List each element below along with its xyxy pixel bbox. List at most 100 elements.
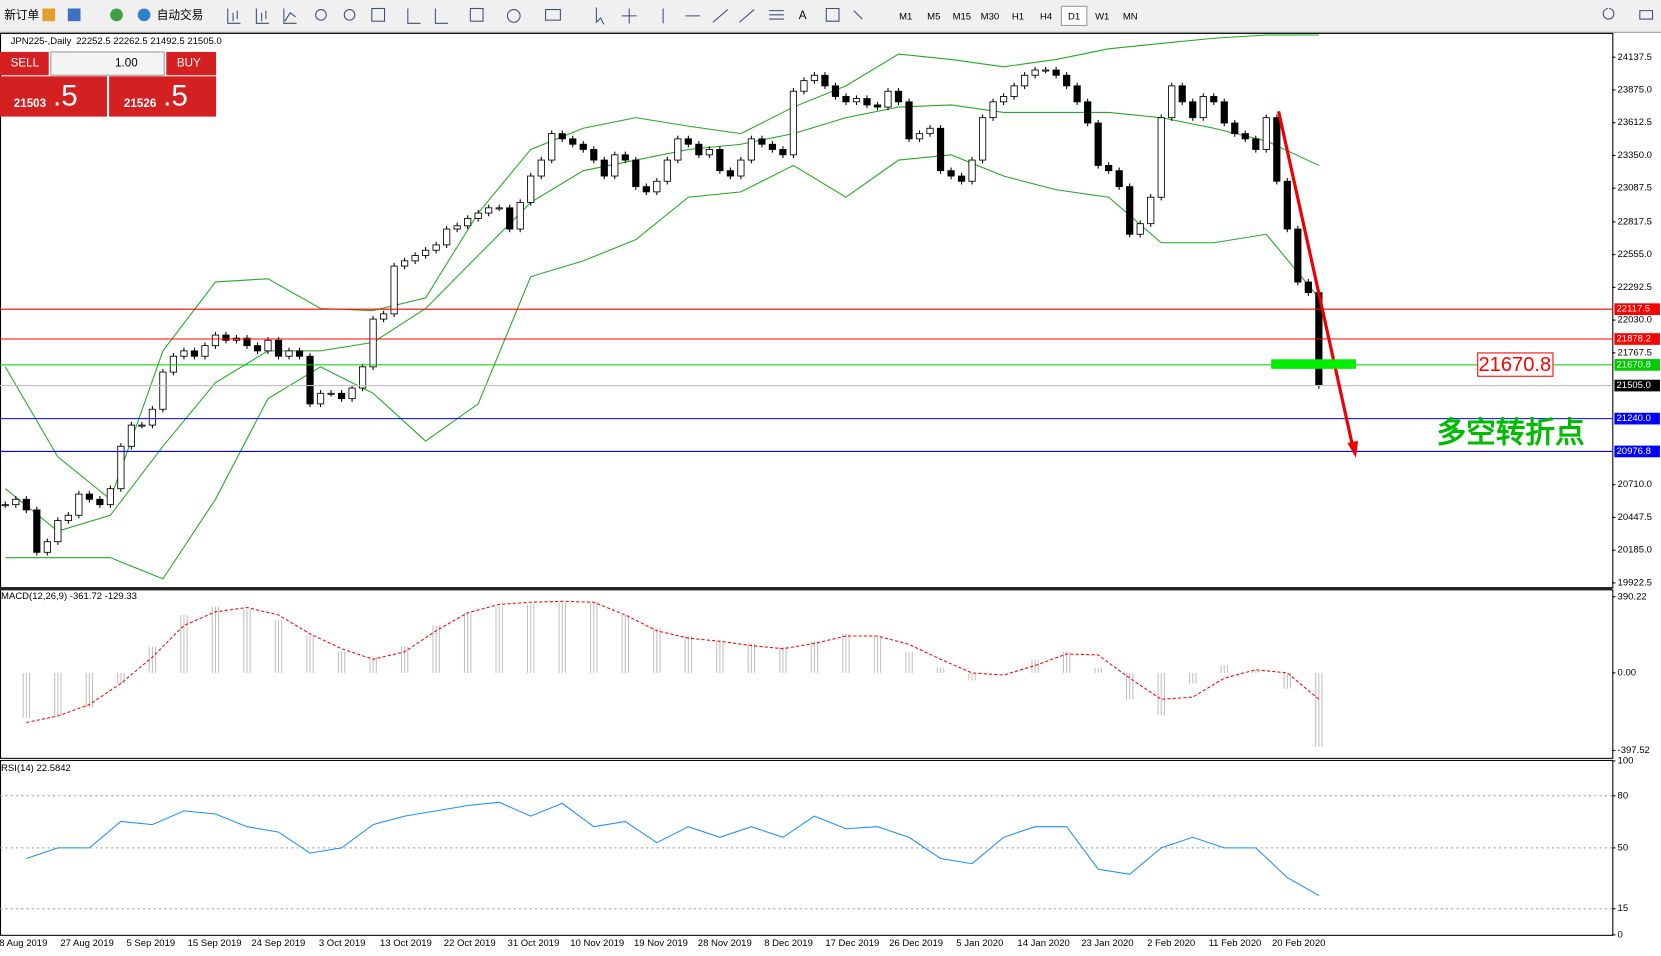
candle: [148, 408, 157, 426]
candle: [106, 488, 114, 506]
price-label-box: [1614, 333, 1660, 345]
macd-title: MACD(12,26,9) -361.72 -129.33: [1, 591, 137, 602]
buy-label[interactable]: BUY: [177, 57, 201, 70]
candle: [127, 424, 135, 447]
candle: [306, 355, 314, 405]
ask-box[interactable]: [109, 76, 217, 117]
icon[interactable]: [67, 8, 81, 22]
candle: [453, 225, 461, 230]
price-label: 21878.2: [1617, 334, 1651, 345]
x-tick-label: 3 Oct 2019: [319, 938, 366, 949]
icon[interactable]: [506, 9, 521, 23]
y-tick-label: 22817.5: [1618, 216, 1652, 227]
candle: [253, 345, 262, 352]
candle: [169, 355, 178, 373]
icon[interactable]: [137, 8, 151, 22]
icon[interactable]: [407, 8, 449, 24]
icon[interactable]: [283, 8, 297, 24]
bid-fraction[interactable]: .5: [53, 79, 78, 112]
y-tick-label: 22030.0: [1618, 315, 1652, 326]
candle: [1031, 69, 1039, 76]
candle: [705, 149, 713, 156]
candle: [285, 350, 293, 357]
icon[interactable]: [825, 7, 863, 22]
candle: [1073, 85, 1081, 103]
text-tool[interactable]: A: [799, 9, 807, 22]
candle: [243, 337, 251, 347]
candle: [12, 498, 20, 506]
price-label-box: [1614, 303, 1660, 315]
ask-price[interactable]: 21526: [124, 97, 157, 110]
x-tick-label: 26 Dec 2019: [889, 938, 943, 949]
icon[interactable]: [371, 7, 386, 22]
auto-trading-button[interactable]: 自动交易: [157, 8, 204, 22]
icon[interactable]: [343, 9, 356, 21]
x-tick-label: 8 Aug 2019: [0, 938, 47, 949]
candle: [642, 186, 650, 193]
new-order-button[interactable]: 新订单: [4, 8, 39, 22]
candle: [337, 392, 346, 400]
timeframe-button[interactable]: M5: [927, 11, 940, 22]
icon[interactable]: [1602, 7, 1654, 20]
icon[interactable]: [545, 9, 561, 21]
candle: [1084, 101, 1092, 124]
bollinger-band: [5, 154, 1320, 580]
y-tick-label: 23087.5: [1618, 183, 1652, 194]
ask-fraction[interactable]: .5: [163, 79, 188, 112]
bid-box[interactable]: [0, 76, 107, 117]
candle: [495, 207, 503, 210]
buy-button[interactable]: [166, 51, 217, 76]
x-tick-label: 13 Oct 2019: [380, 938, 432, 949]
candle: [632, 159, 640, 188]
candle: [1294, 228, 1302, 283]
macd-frame: [0, 589, 1614, 759]
x-tick-label: 14 Jan 2020: [1017, 938, 1069, 949]
candle: [611, 154, 619, 177]
bid-price[interactable]: 21503: [14, 97, 47, 110]
toolbar-icons[interactable]: [227, 7, 1654, 25]
timeframe-button[interactable]: H1: [1012, 11, 1024, 22]
candle: [138, 424, 146, 427]
candle: [180, 350, 188, 357]
bollinger-band: [4, 34, 1319, 501]
candle: [1273, 117, 1281, 182]
timeframe-button[interactable]: D1: [1068, 11, 1080, 22]
icon[interactable]: [110, 8, 123, 22]
timeframe-button[interactable]: M1: [899, 11, 912, 22]
candle: [1189, 101, 1197, 119]
y-tick-label: 19922.5: [1618, 577, 1652, 588]
icon[interactable]: [255, 8, 270, 24]
icon[interactable]: [621, 8, 784, 24]
sell-label[interactable]: SELL: [11, 57, 40, 70]
y-tick-label: 20710.0: [1618, 479, 1652, 490]
x-tick-label: 15 Sep 2019: [188, 938, 242, 949]
candle: [894, 90, 903, 103]
timeframe-button[interactable]: M30: [981, 11, 1000, 22]
lots-value[interactable]: 1.00: [115, 57, 138, 70]
rsi-title: RSI(14) 22.5842: [1, 763, 71, 774]
candle: [537, 159, 545, 177]
timeframe-button[interactable]: H4: [1040, 11, 1053, 22]
lots-input[interactable]: [50, 51, 165, 76]
icon[interactable]: [227, 8, 241, 24]
icon[interactable]: [42, 8, 56, 22]
sell-button[interactable]: [0, 51, 49, 76]
y-tick-label: 20185.0: [1618, 545, 1652, 556]
price-label: 22117.5: [1617, 304, 1651, 315]
timeframe-button[interactable]: M15: [953, 11, 972, 22]
icon[interactable]: [315, 9, 327, 21]
icon[interactable]: [469, 7, 484, 22]
candle: [516, 202, 524, 230]
timeframe-button[interactable]: W1: [1095, 11, 1109, 22]
candle: [884, 90, 892, 108]
timeframe-button[interactable]: MN: [1123, 11, 1138, 22]
x-tick-label: 24 Sep 2019: [251, 938, 305, 949]
candle: [1241, 133, 1249, 140]
icon[interactable]: [595, 7, 605, 25]
candle: [653, 180, 661, 193]
candle: [621, 154, 629, 161]
y-tick-label: 15: [1618, 903, 1629, 914]
candle: [674, 138, 682, 161]
candle: [117, 445, 125, 490]
y-tick-label: 80: [1618, 790, 1629, 801]
